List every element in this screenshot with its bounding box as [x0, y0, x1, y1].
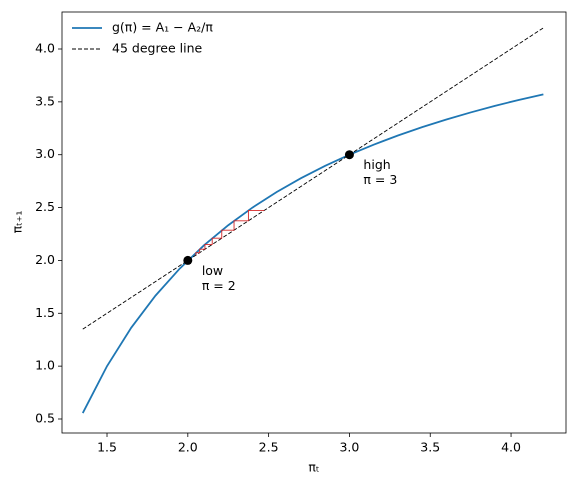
- x-tick-label: 4.0: [501, 440, 521, 455]
- y-tick-label: 2.0: [35, 252, 55, 267]
- annotation: π = 3: [363, 172, 397, 187]
- x-axis-label: πₜ: [308, 460, 319, 475]
- y-tick-label: 3.0: [35, 146, 55, 161]
- y-tick-label: 0.5: [35, 410, 55, 425]
- x-tick-label: 1.5: [97, 440, 117, 455]
- y-tick-label: 2.5: [35, 199, 55, 214]
- annotation: high: [363, 157, 390, 172]
- y-tick-label: 3.5: [35, 93, 55, 108]
- x-tick-label: 3.5: [420, 440, 440, 455]
- y-tick-label: 1.5: [35, 305, 55, 320]
- fixed-point: [344, 150, 354, 160]
- x-tick-label: 3.0: [339, 440, 359, 455]
- cobweb: [195, 209, 265, 256]
- annotation: π = 2: [202, 278, 236, 293]
- fixed-point: [183, 255, 193, 265]
- series-line: [82, 27, 544, 330]
- y-tick-label: 1.0: [35, 358, 55, 373]
- x-tick-label: 2.5: [259, 440, 279, 455]
- series-line: [81, 93, 544, 414]
- x-tick-label: 2.0: [178, 440, 198, 455]
- y-axis-label: πₜ₊₁: [10, 211, 25, 234]
- y-tick-label: 4.0: [35, 40, 55, 55]
- plot-frame: [61, 11, 567, 434]
- legend-label: g(π) = A₁ − A₂/π: [112, 20, 213, 35]
- annotation: low: [202, 263, 223, 278]
- legend-label: 45 degree line: [112, 41, 203, 56]
